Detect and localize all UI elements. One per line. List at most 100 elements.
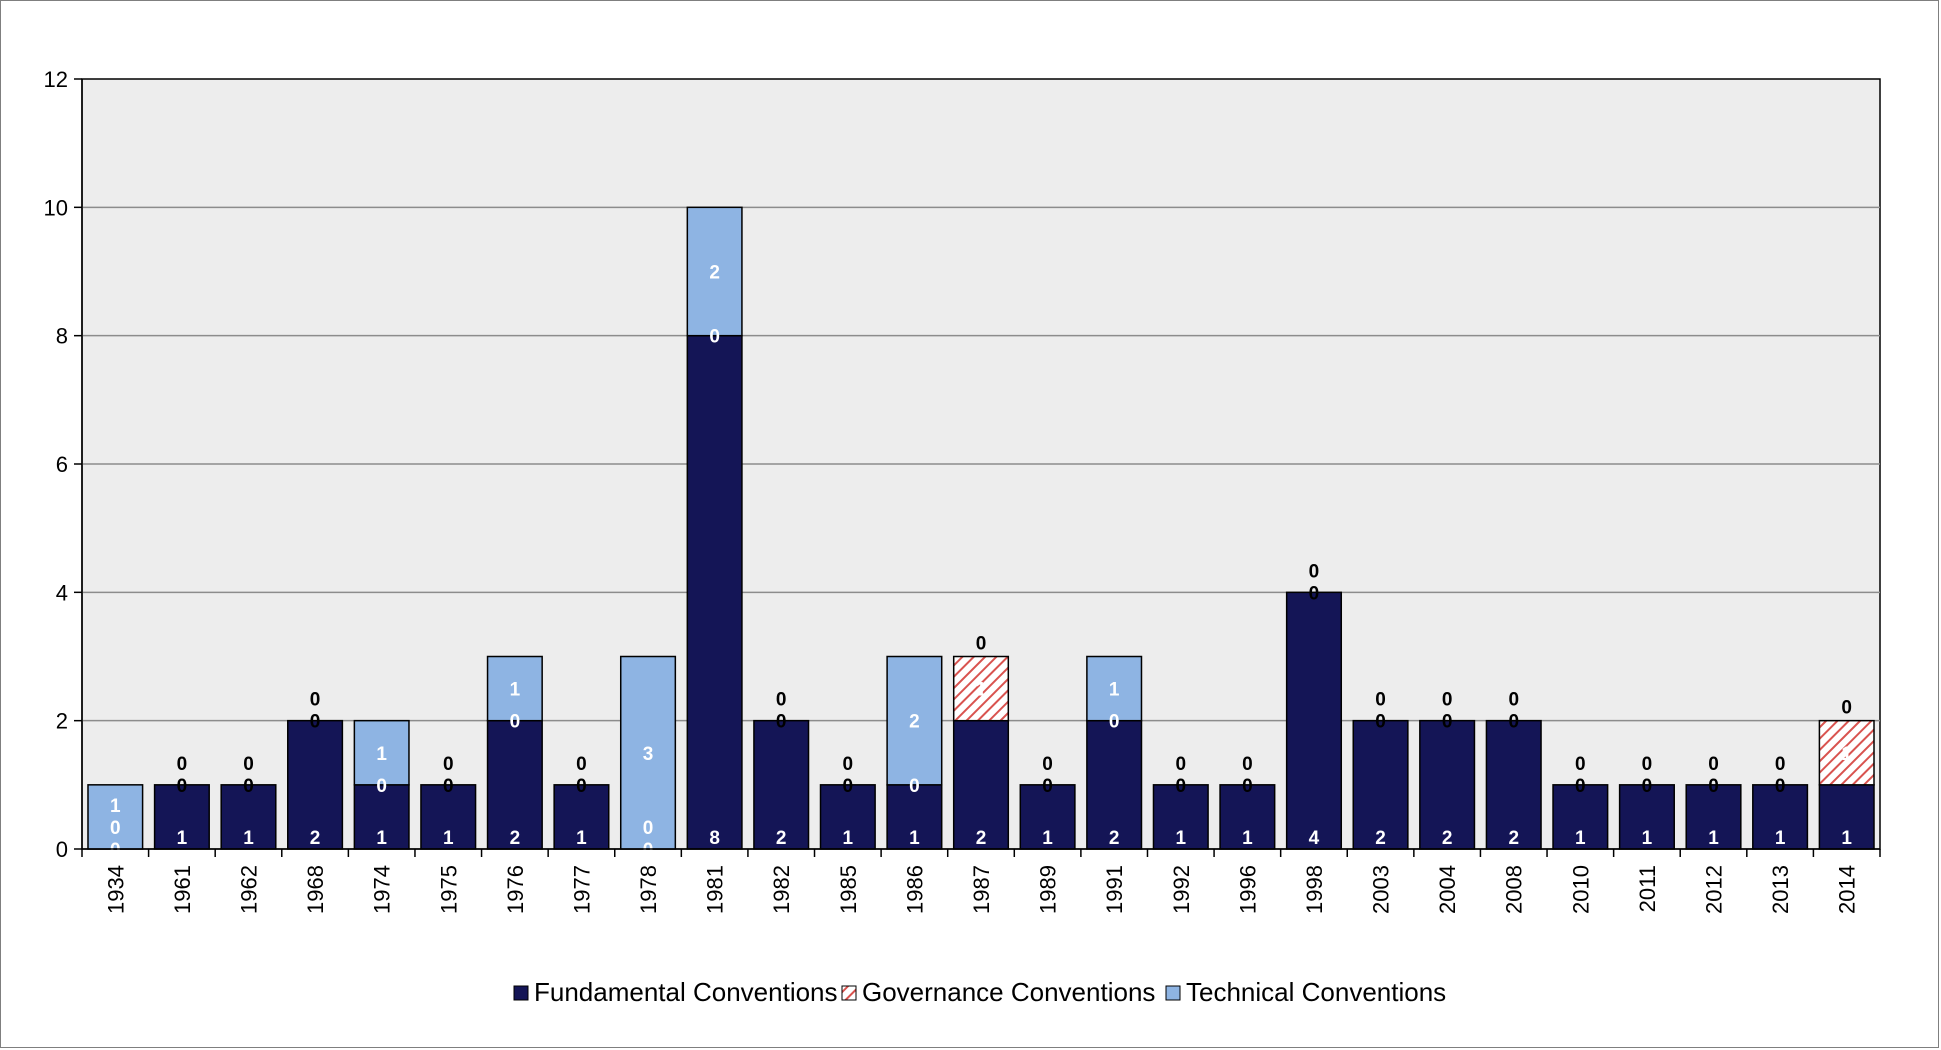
y-tick-label: 2	[56, 709, 68, 734]
x-tick-label: 1968	[303, 865, 328, 914]
legend-swatch	[1165, 985, 1181, 1001]
data-label: 0	[443, 776, 454, 797]
bar-segment	[486, 719, 543, 850]
data-label: 2	[976, 828, 987, 849]
data-label: 3	[643, 744, 654, 765]
data-label: 0	[576, 776, 587, 797]
data-label: 1	[243, 828, 254, 849]
x-tick-label: 1981	[703, 865, 728, 914]
legend-label: Fundamental Conventions	[534, 977, 838, 1007]
x-tick-label: 1991	[1102, 865, 1127, 914]
data-label: 0	[1508, 712, 1519, 733]
x-tick-label: 1992	[1169, 865, 1194, 914]
data-label: 0	[177, 754, 188, 775]
bar-segment	[819, 784, 876, 850]
bar-segment	[1086, 655, 1143, 722]
data-label: 1	[576, 828, 587, 849]
bar-segment	[1285, 591, 1343, 850]
data-label: 0	[1042, 754, 1053, 775]
data-label: 2	[510, 828, 521, 849]
legend: Fundamental Conventions Governance Conven…	[513, 977, 1446, 1007]
bar-segment	[619, 655, 677, 850]
data-label: 1	[1775, 828, 1786, 849]
data-label: 1	[510, 680, 521, 701]
data-label: 1	[1642, 828, 1653, 849]
data-label: 2	[1442, 828, 1453, 849]
data-label: 0	[1042, 776, 1053, 797]
data-label: 0	[1642, 776, 1653, 797]
x-tick-label: 2011	[1635, 865, 1660, 912]
data-label: 1	[1242, 828, 1253, 849]
x-tick-label: 2012	[1702, 865, 1727, 914]
data-label: 2	[1109, 828, 1120, 849]
x-tick-label: 1998	[1302, 865, 1327, 914]
x-tick-label: 1985	[836, 865, 861, 914]
bar-segment	[1618, 784, 1675, 850]
data-label: 0	[1375, 690, 1386, 711]
x-tick-label: 1934	[103, 865, 128, 914]
data-label: 0	[110, 818, 121, 839]
bar-segment	[686, 334, 743, 850]
y-axis: 0 2 4 6 8 10 12	[44, 67, 83, 862]
bar-segment	[420, 784, 477, 850]
bar-segment	[753, 719, 810, 850]
legend-swatch	[513, 985, 529, 1001]
data-label: 0	[243, 754, 254, 775]
data-label: 1	[909, 828, 920, 849]
data-label: 0	[909, 776, 920, 797]
bar-segment	[553, 784, 610, 850]
data-label: 1	[976, 680, 987, 701]
data-label: 0	[1708, 754, 1719, 775]
data-label: 1	[376, 828, 387, 849]
data-label: 0	[443, 754, 454, 775]
data-label: 1	[1841, 828, 1852, 849]
x-tick-label: 1982	[769, 865, 794, 914]
data-label: 0	[1175, 776, 1186, 797]
data-label: 0	[1575, 776, 1586, 797]
x-tick-label: 1974	[370, 865, 395, 914]
x-axis: 1934 1961 1962 1968 1974 1975 1976 1977 1978 1981…	[81, 848, 1881, 914]
y-tick-label: 8	[56, 324, 68, 349]
x-tick-label: 1996	[1235, 865, 1260, 914]
bar-segment	[886, 784, 943, 850]
data-label: 1	[110, 796, 121, 817]
data-label: 0	[1375, 712, 1386, 733]
data-label: 1	[443, 828, 454, 849]
data-label: 2	[310, 828, 321, 849]
data-label: 2	[709, 263, 720, 284]
data-label: 2	[1508, 828, 1519, 849]
bar-segment	[952, 655, 1010, 722]
data-label: 0	[1109, 712, 1120, 733]
data-label: 1	[1175, 828, 1186, 849]
data-label: 0	[510, 712, 521, 733]
bar-segment	[353, 719, 410, 786]
data-label: 0	[177, 776, 188, 797]
data-label: 0	[1309, 561, 1320, 582]
x-tick-label: 1987	[969, 865, 994, 914]
data-label: 1	[177, 828, 188, 849]
x-tick-label: 1961	[170, 865, 195, 914]
data-label: 8	[709, 828, 720, 849]
bar-segment	[886, 655, 943, 786]
data-label: 0	[1242, 776, 1253, 797]
data-label: 1	[1109, 680, 1120, 701]
y-tick-label: 12	[44, 67, 68, 92]
x-tick-label: 1975	[436, 865, 461, 914]
data-label: 0	[1775, 754, 1786, 775]
x-tick-label: 1962	[236, 865, 261, 914]
bar-segment	[1219, 784, 1276, 850]
y-tick-label: 6	[56, 452, 68, 477]
data-label: 0	[576, 754, 587, 775]
data-label: 0	[1642, 754, 1653, 775]
data-label: 0	[1442, 690, 1453, 711]
x-tick-label: 2008	[1502, 865, 1527, 914]
bars: 0011001002001011002011000038022001001022…	[87, 206, 1875, 861]
data-label: 1	[1841, 744, 1852, 765]
data-label: 1	[376, 744, 387, 765]
bar-segment	[153, 784, 210, 850]
data-label: 0	[976, 634, 987, 655]
x-tick-label: 1986	[902, 865, 927, 914]
bar-segment	[1419, 719, 1476, 850]
